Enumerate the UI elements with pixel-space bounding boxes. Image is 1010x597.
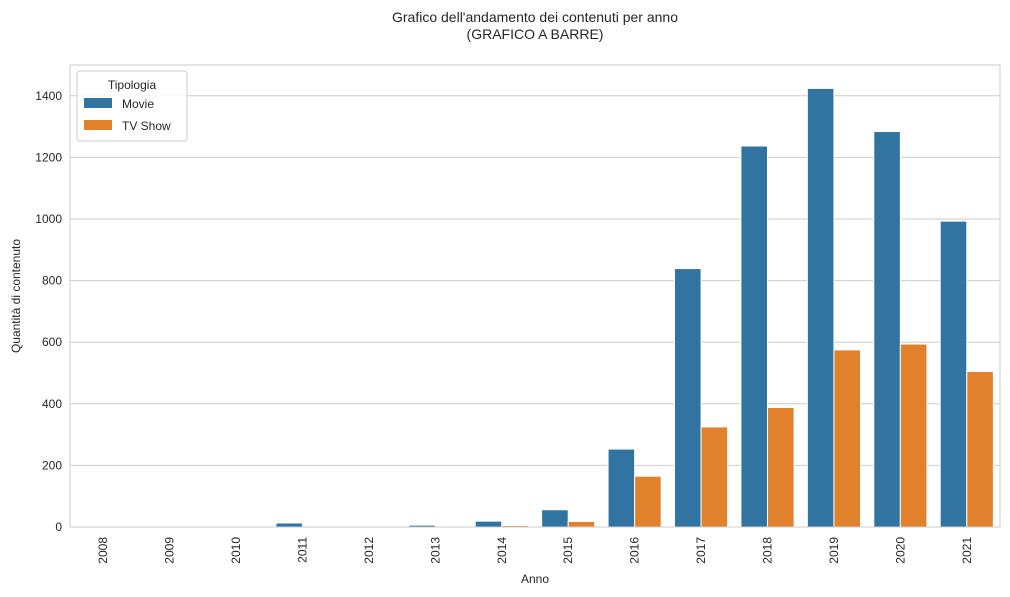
grid-layer: [70, 95, 1000, 528]
y-tick-labels: 0 200 400 600 800 1000 1200 1400: [35, 89, 62, 534]
x-tick-label: 2016: [628, 537, 642, 564]
legend-swatch: [84, 98, 112, 108]
bar-movie-2019: [806, 87, 835, 528]
y-axis-label: Quantità di contenuto: [9, 239, 23, 353]
y-tick-label: 400: [42, 397, 62, 411]
x-tick-label: 2014: [495, 537, 509, 564]
legend-title: Tipologia: [108, 78, 157, 92]
bar-movie-2015: [541, 509, 569, 528]
bar-movie-2017: [674, 268, 702, 528]
bar-movie-2021: [939, 220, 968, 528]
x-tick-label: 2021: [960, 537, 974, 564]
bar-tv-show-2020: [899, 343, 928, 528]
bar-movie-2014: [474, 520, 503, 528]
legend: Tipologia Movie TV Show: [76, 70, 188, 142]
legend-label: Movie: [122, 97, 154, 111]
x-tick-label: 2013: [428, 537, 442, 564]
plot-area-frame: [69, 64, 1001, 528]
bar-tv-show-2019: [833, 349, 862, 528]
bar-movie-2020: [873, 131, 901, 528]
bar-movie-2016: [607, 448, 636, 528]
x-tick-labels: 2008 2009 2010 2011 2012 2013 2014 2015 2016 2017…: [96, 537, 974, 564]
y-tick-label: 200: [42, 458, 62, 472]
x-tick-label: 2018: [761, 537, 775, 564]
legend-label: TV Show: [122, 119, 171, 133]
bar-tv-show-2018: [767, 406, 795, 528]
bar-tv-show-2021: [966, 370, 994, 528]
x-tick-label: 2010: [229, 537, 243, 564]
bar-movie-2018: [740, 145, 769, 528]
x-tick-label: 2008: [96, 537, 110, 564]
x-tick-label: 2012: [362, 537, 376, 564]
x-axis-label: Anno: [521, 572, 549, 586]
legend-swatch: [84, 120, 112, 130]
y-tick-label: 1200: [35, 150, 62, 164]
x-tick-label: 2020: [893, 537, 907, 564]
y-tick-label: 1400: [35, 89, 62, 103]
x-tick-label: 2017: [694, 537, 708, 564]
bar-tv-show-2017: [700, 426, 729, 528]
bar-movie-2011: [275, 522, 303, 528]
chart-title-line1: Grafico dell'andamento dei contenuti per…: [392, 9, 678, 25]
bar-tv-show-2016: [634, 475, 662, 528]
bars-layer: [76, 87, 994, 528]
x-tick-label: 2011: [296, 537, 310, 563]
y-tick-label: 0: [55, 520, 62, 534]
y-tick-label: 600: [42, 335, 62, 349]
x-tick-label: 2019: [827, 537, 841, 564]
y-tick-label: 1000: [35, 212, 62, 226]
y-tick-label: 800: [42, 274, 62, 288]
x-tick-label: 2015: [561, 537, 575, 564]
x-tick-label: 2009: [163, 537, 177, 564]
bar-tv-show-2015: [567, 520, 596, 528]
chart-title-line2: (GRAFICO A BARRE): [467, 26, 604, 42]
legend-entries: Movie TV Show: [84, 97, 171, 133]
